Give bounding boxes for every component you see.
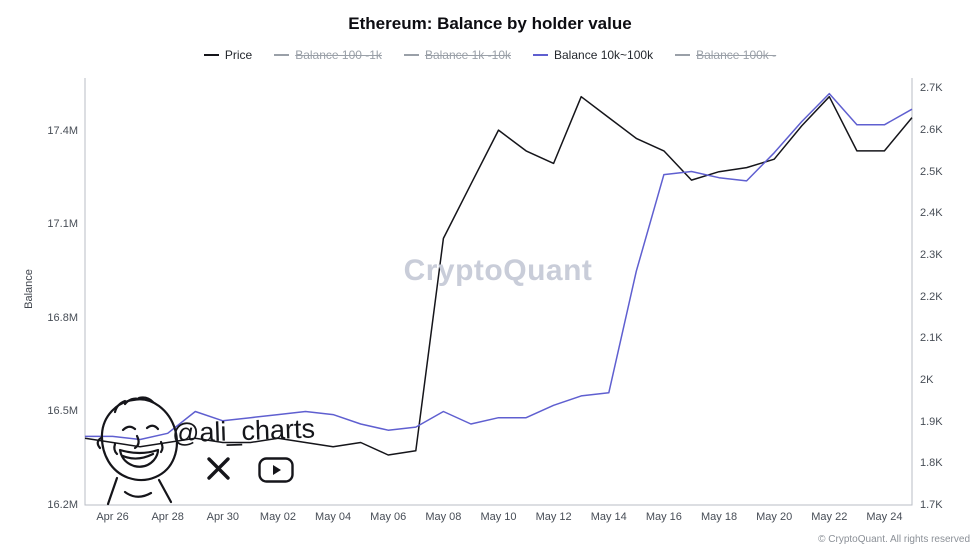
x-tick: May 20 (756, 511, 793, 523)
legend-line-marker (274, 54, 290, 56)
y-right-tick: 2.7K (920, 82, 943, 95)
chart-title: Ethereum: Balance by holder value (348, 14, 632, 33)
doodle-face-icon (96, 396, 178, 506)
y-left-tick: 16.8M (47, 311, 78, 324)
legend-line-marker (533, 54, 548, 56)
x-tick: May 12 (535, 511, 572, 523)
legend-label: Balance 10k~100k (554, 48, 654, 62)
x-tick: Apr 28 (151, 511, 184, 523)
series-balance-10k-100k (85, 92, 913, 441)
x-tick: May 06 (370, 511, 407, 523)
y-right-tick: 2.3K (920, 249, 943, 262)
axis-frame (84, 78, 913, 506)
cryptoquant-watermark: CryptoQuant (403, 254, 593, 287)
x-logo-icon (207, 457, 230, 480)
x-tick: May 08 (425, 511, 462, 523)
y-right-tick: 2.5K (920, 165, 943, 178)
y-left-tick: 16.5M (47, 405, 78, 418)
x-tick: May 10 (480, 511, 517, 523)
series-price (84, 95, 913, 456)
legend-line-marker (675, 54, 691, 56)
y-right-tick: 2.4K (920, 207, 943, 220)
legend-label: Balance 100 -1k (295, 48, 382, 62)
x-tick: May 16 (645, 511, 682, 523)
y-right-tick: 2.6K (920, 124, 943, 137)
y-right-tick: 1.7K (920, 499, 943, 511)
x-tick: May 02 (259, 511, 296, 523)
x-tick: May 04 (315, 511, 352, 523)
y-left-tick: 17.4M (47, 124, 78, 137)
copyright-text: © CryptoQuant. All rights reserved (818, 534, 970, 545)
x-tick: Apr 30 (206, 511, 240, 523)
legend-item-balance-100-1k[interactable]: Balance 100 -1k (274, 48, 382, 62)
legend-line-marker (403, 54, 419, 56)
y-right-tick: 1.9K (920, 415, 943, 428)
x-tick: Apr 26 (96, 511, 129, 523)
legend: Price Balance 100 -1k Balance 1k -10k Balan… (0, 48, 980, 62)
x-tick: May 22 (811, 511, 848, 523)
legend-item-balance-10k-100k[interactable]: Balance 10k~100k (533, 48, 653, 62)
legend-label: Balance 1k -10k (424, 48, 511, 62)
youtube-icon (258, 457, 294, 483)
y-right-tick: 2.1K (920, 332, 943, 345)
x-tick: May 18 (700, 511, 738, 523)
legend-item-balance-100k[interactable]: Balance 100k - (675, 48, 776, 62)
legend-item-price[interactable]: Price (203, 48, 253, 62)
legend-label: Balance 100k - (696, 48, 777, 62)
artist-handle: @ali_charts (171, 413, 316, 449)
x-tick: May 24 (866, 511, 903, 523)
y-right-tick: 2.2K (920, 290, 943, 303)
y-left-tick: 17.1M (47, 218, 78, 231)
y-left-tick: 16.2M (47, 499, 78, 511)
y-right-tick: 1.8K (920, 457, 943, 470)
legend-line-marker (203, 54, 219, 56)
legend-label: Price (224, 48, 253, 62)
legend-item-balance-1k-10k[interactable]: Balance 1k -10k (403, 48, 511, 62)
y-right-tick: 2K (920, 374, 934, 387)
x-tick: May 14 (590, 511, 627, 523)
